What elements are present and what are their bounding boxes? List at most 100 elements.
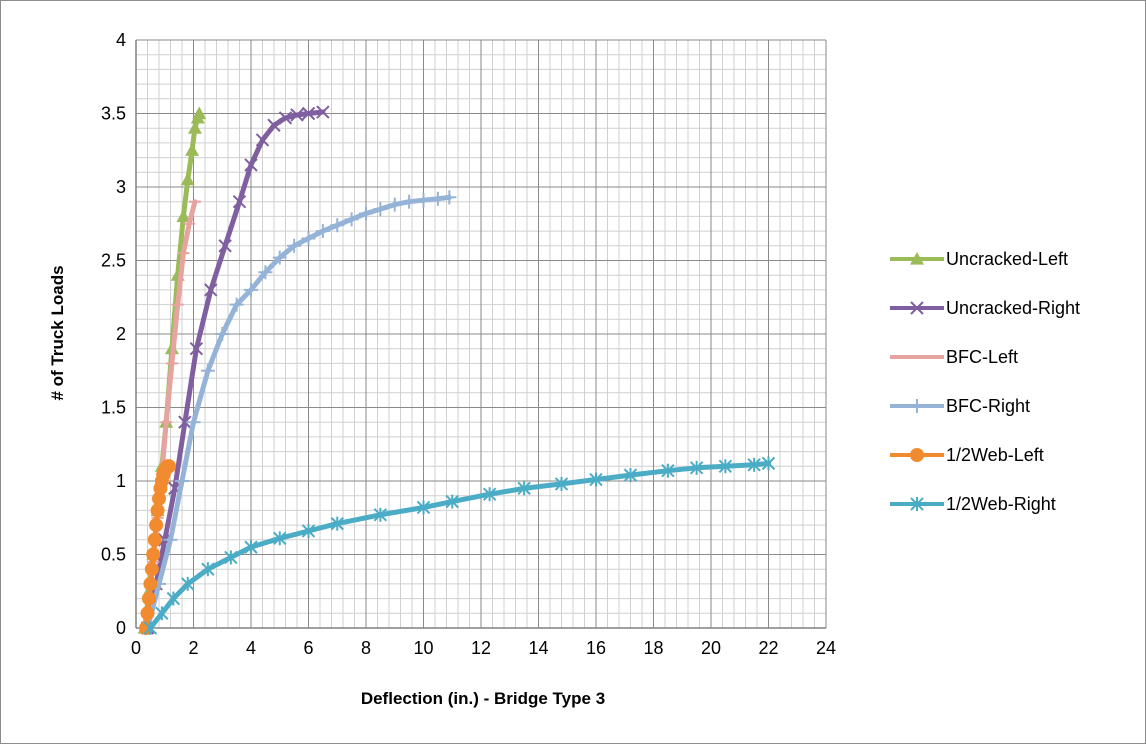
- x-axis-title: Deflection (in.) - Bridge Type 3: [361, 689, 605, 708]
- data-point: [143, 621, 158, 635]
- y-tick-label: 0: [116, 618, 126, 638]
- data-point: [387, 197, 402, 212]
- legend-marker: [910, 448, 924, 462]
- legend-label: 1/2Web-Left: [946, 445, 1044, 465]
- data-point: [149, 518, 164, 533]
- data-point: [718, 459, 733, 474]
- y-tick-label: 0.5: [101, 545, 126, 565]
- data-point: [144, 562, 159, 577]
- data-point: [192, 106, 207, 120]
- data-point: [344, 212, 359, 227]
- legend: Uncracked-Left Uncracked-Right BFC-Left BFC…: [890, 249, 1080, 514]
- legend-marker: [910, 399, 924, 413]
- data-point: [215, 327, 230, 341]
- legend-marker: [910, 252, 924, 265]
- x-tick-label: 8: [361, 638, 371, 658]
- data-point: [200, 363, 215, 378]
- data-point: [162, 459, 177, 474]
- data-point: [589, 472, 603, 487]
- legend-marker: [910, 497, 924, 511]
- series-uncracked-right: [140, 105, 330, 635]
- x-tick-label: 24: [816, 638, 836, 658]
- series-layer: [137, 105, 776, 635]
- data-point: [554, 476, 569, 491]
- data-point: [301, 523, 316, 538]
- data-point: [146, 547, 161, 562]
- legend-item: 1/2Web-Right: [890, 494, 1056, 514]
- data-point: [359, 206, 373, 221]
- legend-marker: [910, 301, 924, 315]
- data-point: [661, 463, 675, 478]
- axes: [135, 40, 826, 629]
- y-tick-labels: 0 0.5 1 1.5 2 2.5 3 3.5 4: [101, 30, 126, 638]
- data-point: [140, 606, 155, 621]
- data-point: [201, 562, 215, 577]
- legend-item: Uncracked-Right: [890, 298, 1080, 318]
- legend-label: Uncracked-Right: [946, 298, 1080, 318]
- x-tick-label: 12: [471, 638, 491, 658]
- x-tick-label: 18: [643, 638, 663, 658]
- y-tick-label: 1.5: [101, 398, 126, 418]
- x-tick-label: 14: [528, 638, 548, 658]
- y-axis-title: # of Truck Loads: [48, 265, 67, 400]
- data-point: [290, 108, 304, 122]
- data-point: [244, 540, 258, 555]
- x-tick-label: 20: [701, 638, 721, 658]
- data-point: [482, 487, 497, 502]
- data-point: [747, 457, 761, 472]
- data-point: [163, 532, 178, 547]
- data-point: [244, 282, 258, 297]
- x-tick-label: 10: [413, 638, 433, 658]
- y-tick-label: 2.5: [101, 251, 126, 271]
- data-point: [175, 474, 189, 488]
- data-point: [143, 576, 158, 591]
- x-tick-label: 22: [758, 638, 778, 658]
- data-point: [287, 238, 302, 253]
- data-point: [204, 283, 218, 297]
- data-point: [176, 209, 191, 222]
- y-tick-label: 3: [116, 177, 126, 197]
- data-point: [141, 591, 156, 606]
- data-point: [150, 503, 165, 518]
- series-line: [147, 460, 771, 631]
- x-tick-label: 0: [131, 638, 141, 658]
- data-point: [218, 239, 232, 253]
- data-point: [316, 105, 330, 119]
- series-1-2web-left: [139, 459, 177, 635]
- data-point: [185, 143, 200, 156]
- data-point: [255, 133, 270, 147]
- data-point: [189, 341, 204, 356]
- x-tick-label: 2: [188, 638, 198, 658]
- data-point: [445, 494, 459, 509]
- data-point: [181, 576, 195, 591]
- x-tick-label: 6: [303, 638, 313, 658]
- data-point: [373, 202, 388, 217]
- y-tick-label: 1: [116, 471, 126, 491]
- data-point: [301, 231, 316, 246]
- series-line: [145, 109, 326, 631]
- y-tick-label: 3.5: [101, 104, 126, 124]
- data-point: [373, 507, 388, 522]
- legend-item: BFC-Left: [890, 347, 1018, 367]
- data-point: [315, 224, 330, 239]
- data-point: [166, 591, 181, 606]
- data-point: [258, 265, 273, 280]
- data-point: [178, 415, 192, 429]
- y-tick-label: 4: [116, 30, 126, 50]
- x-tick-label: 4: [246, 638, 256, 658]
- legend-item: BFC-Right: [890, 396, 1030, 416]
- data-point: [416, 500, 431, 515]
- series-line: [145, 194, 452, 631]
- data-point: [761, 456, 776, 471]
- data-point: [180, 172, 195, 186]
- data-point: [430, 191, 445, 206]
- legend-label: 1/2Web-Right: [946, 494, 1056, 514]
- data-point: [152, 491, 166, 506]
- x-tick-labels: 0 2 4 6 8 10 12 14 16 18 20 22 24: [131, 638, 836, 658]
- data-point: [301, 106, 316, 121]
- data-point: [689, 460, 704, 475]
- data-point: [267, 118, 281, 132]
- x-tick-label: 16: [586, 638, 606, 658]
- data-point: [402, 194, 417, 209]
